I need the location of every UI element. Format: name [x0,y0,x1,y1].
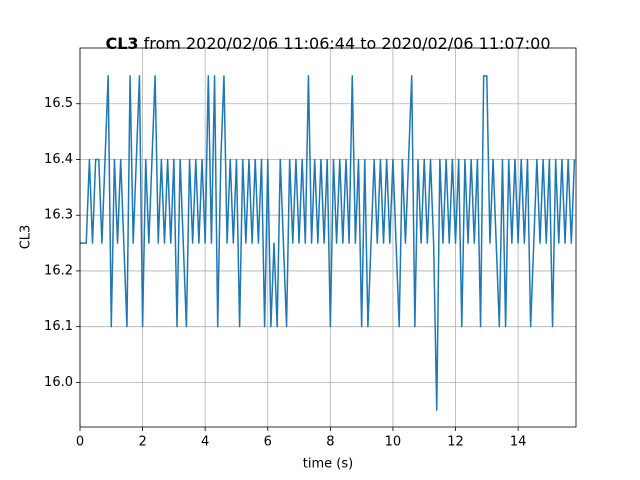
x-tick-label: 4 [201,435,209,450]
y-tick-label: 16.3 [44,208,73,223]
y-tick-label: 16.5 [44,96,73,111]
y-tick-label: 16.1 [44,319,73,334]
x-tick-label: 8 [326,435,334,450]
x-tick-label: 12 [447,435,464,450]
title-bold: CL3 [105,34,138,53]
y-tick-label: 16.2 [44,263,73,278]
x-tick-label: 0 [76,435,84,450]
x-tick-label: 10 [385,435,402,450]
plot-frame [79,47,577,428]
x-axis-label: time (s) [303,457,353,472]
y-tick-label: 16.0 [44,375,73,390]
title-text: from 2020/02/06 11:06:44 to 2020/02/06 1… [144,34,551,53]
y-tick-label: 16.4 [44,152,73,167]
chart-title: CL3 from 2020/02/06 11:06:44 to 2020/02/… [105,34,550,53]
x-tick-label: 2 [138,435,146,450]
x-tick-label: 6 [264,435,272,450]
x-tick-label: 14 [510,435,527,450]
y-axis-label: CL3 [19,225,34,250]
data-line [80,75,576,412]
